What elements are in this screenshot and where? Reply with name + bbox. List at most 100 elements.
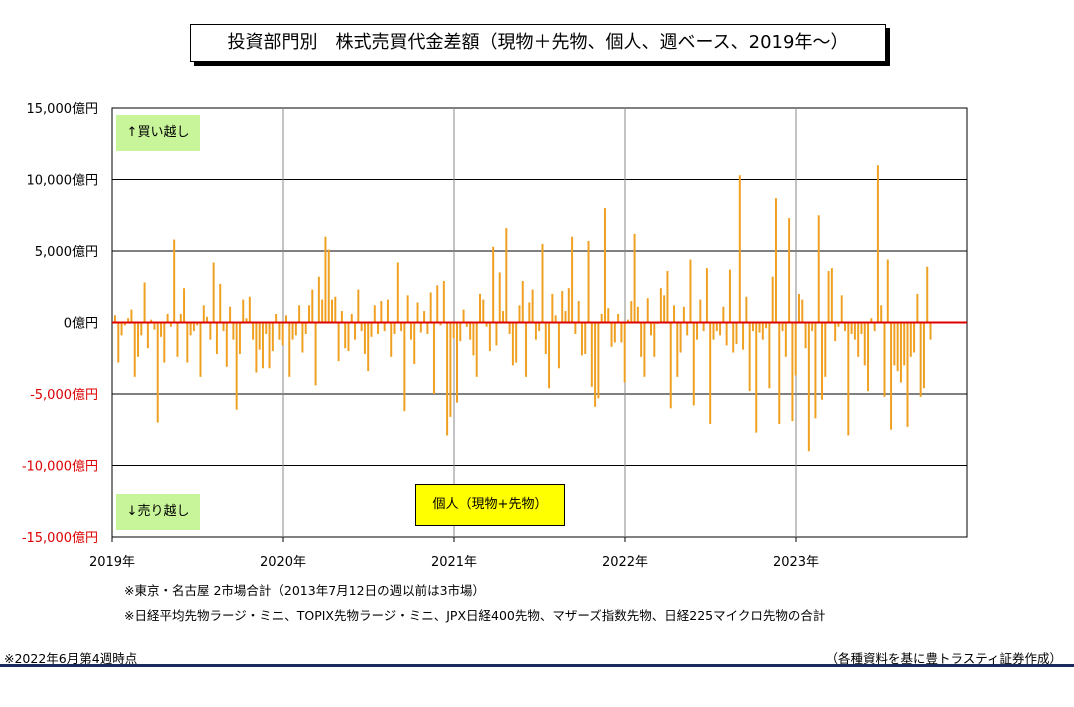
bar xyxy=(807,322,810,452)
bar xyxy=(853,322,856,340)
bar xyxy=(465,322,468,327)
bar xyxy=(544,322,547,354)
bar xyxy=(755,322,758,433)
market-note: ※東京・名古屋 2市場合計（2013年7月12日の週以前は3市場） xyxy=(124,583,486,598)
bar xyxy=(899,322,902,383)
bar xyxy=(791,322,794,422)
bar xyxy=(896,322,899,372)
bar xyxy=(383,322,386,332)
bar xyxy=(633,233,636,323)
bar xyxy=(140,322,143,336)
bar xyxy=(659,288,662,323)
bar xyxy=(709,322,712,425)
bar xyxy=(163,322,166,363)
bar xyxy=(436,285,439,323)
bar xyxy=(557,322,560,369)
bar xyxy=(817,215,820,323)
bar xyxy=(495,322,498,346)
bar xyxy=(212,262,215,323)
bar xyxy=(890,322,893,430)
y-tick-label: -15,000億円 xyxy=(22,530,98,546)
bar xyxy=(840,295,843,323)
bar xyxy=(357,289,360,323)
x-tick-label: 2020年 xyxy=(260,555,306,570)
footer-divider xyxy=(0,664,1074,667)
bar xyxy=(472,322,475,356)
bar xyxy=(650,322,652,336)
bar xyxy=(580,322,583,356)
bar xyxy=(502,311,505,323)
bar xyxy=(123,322,126,326)
bar xyxy=(340,311,343,323)
bar xyxy=(232,322,235,340)
bar xyxy=(597,322,600,399)
bar xyxy=(548,322,551,389)
y-tick-label: 5,000億円 xyxy=(35,244,98,260)
bar xyxy=(347,322,350,352)
bar xyxy=(488,322,491,352)
bar xyxy=(459,322,462,342)
bar xyxy=(663,295,666,323)
sell-annotation: ↓売り越し xyxy=(116,494,200,530)
bar xyxy=(432,322,435,394)
bar xyxy=(518,305,521,323)
bar xyxy=(926,266,929,323)
bar xyxy=(528,302,531,323)
bar xyxy=(248,296,251,323)
bar xyxy=(909,322,912,357)
bar xyxy=(143,282,146,323)
bar xyxy=(403,322,406,412)
bar xyxy=(308,305,310,323)
bar xyxy=(278,322,281,340)
bar xyxy=(603,208,606,323)
bar xyxy=(725,322,728,346)
bar xyxy=(561,291,564,323)
bar xyxy=(692,322,695,406)
bar xyxy=(409,322,412,340)
bar xyxy=(202,305,205,323)
bar xyxy=(265,322,268,334)
bar xyxy=(317,276,320,323)
bar xyxy=(830,268,833,323)
bar xyxy=(636,306,639,323)
bar xyxy=(291,322,294,340)
bar xyxy=(360,322,363,332)
bar xyxy=(229,306,232,323)
bar xyxy=(653,322,656,357)
bar xyxy=(620,322,623,343)
bar xyxy=(446,322,449,436)
bar xyxy=(304,322,307,334)
y-tick-label: -10,000億円 xyxy=(22,459,98,475)
bar xyxy=(199,322,202,377)
bar xyxy=(844,322,847,332)
bar xyxy=(238,322,241,354)
bar xyxy=(400,322,403,332)
bar xyxy=(153,322,156,330)
bar xyxy=(893,322,896,366)
bar xyxy=(765,322,768,329)
bar xyxy=(127,318,130,323)
bar xyxy=(768,322,771,389)
bar xyxy=(722,306,725,323)
bar xyxy=(452,322,455,339)
series-legend: 個人（現物+先物） xyxy=(415,484,565,526)
bar xyxy=(393,322,396,334)
bar xyxy=(702,322,705,332)
bar xyxy=(771,276,774,323)
bar xyxy=(719,322,722,336)
bar xyxy=(850,322,853,334)
bar xyxy=(781,322,784,332)
bar xyxy=(834,322,837,342)
bar xyxy=(235,322,238,410)
bar xyxy=(735,322,738,344)
y-tick-label: -5,000億円 xyxy=(30,387,98,403)
bar xyxy=(324,236,327,323)
bar xyxy=(261,322,264,369)
bar xyxy=(133,322,136,377)
bar xyxy=(439,322,442,326)
bar xyxy=(679,322,682,353)
bar xyxy=(120,322,123,336)
bar xyxy=(590,322,593,387)
bar xyxy=(623,322,626,383)
